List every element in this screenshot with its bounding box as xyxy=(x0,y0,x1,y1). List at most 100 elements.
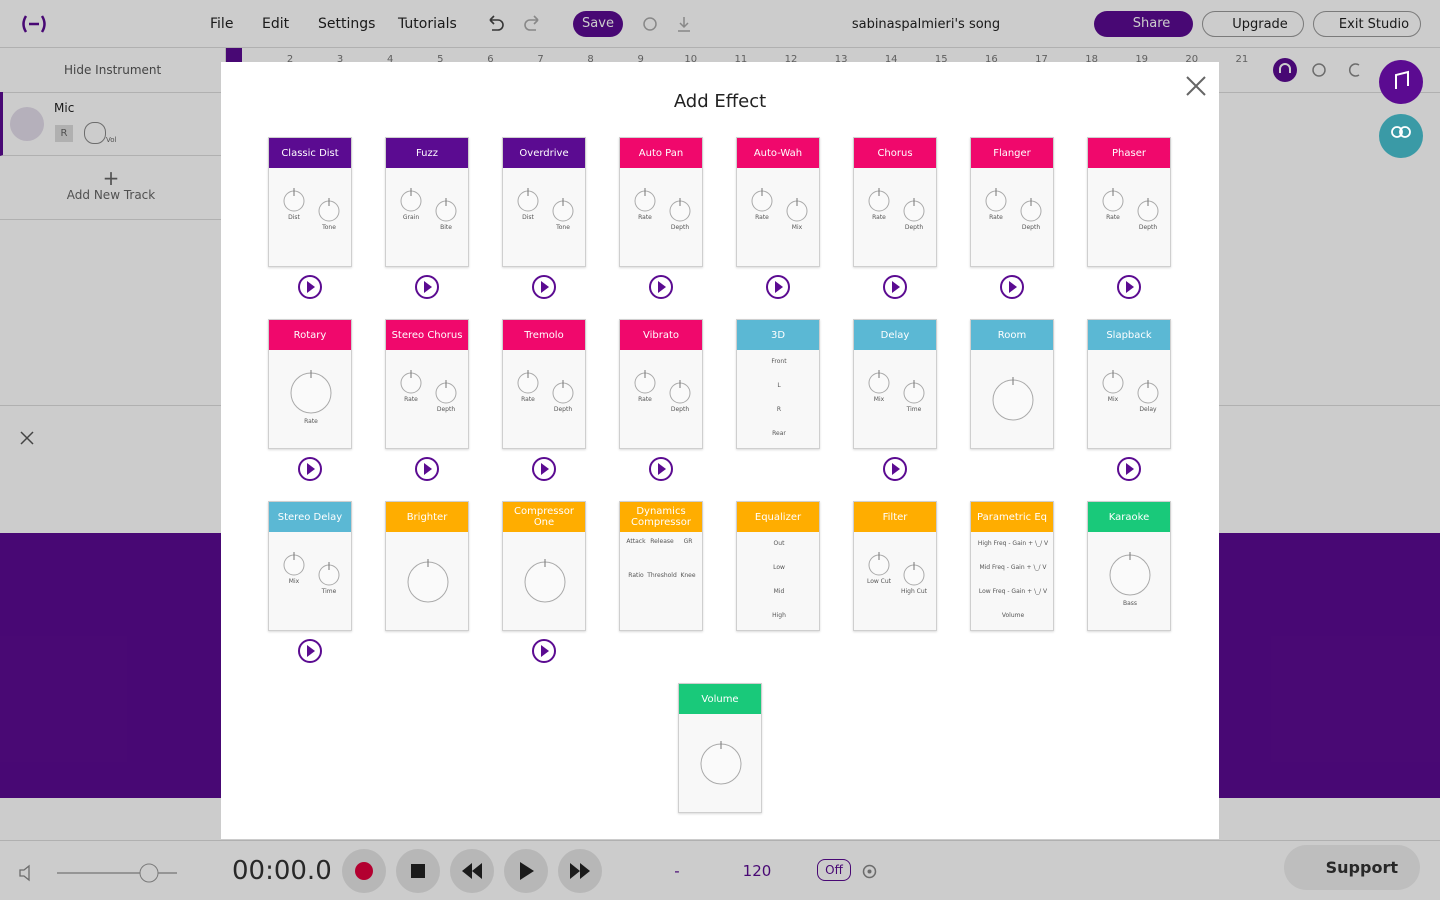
close-modal[interactable] xyxy=(1185,75,1207,97)
knob-label: Ratio xyxy=(628,572,644,579)
effect-card[interactable]: Compressor One xyxy=(502,501,586,631)
ruler-number: 18 xyxy=(1085,54,1098,65)
effect-card[interactable]: Vibrato Rate Depth xyxy=(619,319,703,449)
effect-card[interactable]: Slapback Mix Delay xyxy=(1087,319,1171,449)
effect-knobs xyxy=(283,188,340,222)
effect-card[interactable]: Karaoke Bass xyxy=(1087,501,1171,631)
track-row[interactable]: Mic R Vol xyxy=(0,92,225,156)
effect-card[interactable]: Flanger Rate Depth xyxy=(970,137,1054,267)
effect-name: Classic Dist xyxy=(269,138,351,168)
effect-card[interactable]: Room xyxy=(970,319,1054,449)
play-preview[interactable] xyxy=(531,456,557,482)
effect-card[interactable]: Dynamics Compressor Attack Release GR Ratio T… xyxy=(619,501,703,631)
effect-name: Karaoke xyxy=(1088,502,1170,532)
effect-card[interactable]: Parametric Eq High Freq - Gain + \_/ V Mid… xyxy=(970,501,1054,631)
knob-label: Knee xyxy=(680,572,696,579)
hide-instrument[interactable]: Hide Instrument xyxy=(64,63,162,77)
knob-label: Front xyxy=(771,358,787,365)
knob-label: Out xyxy=(773,540,785,547)
effect-name: Flanger xyxy=(971,138,1053,168)
play-preview[interactable] xyxy=(297,456,323,482)
play-preview[interactable] xyxy=(648,274,674,300)
effect-card[interactable]: Stereo Chorus Rate Depth xyxy=(385,319,469,449)
track-name[interactable]: Mic xyxy=(54,101,75,115)
record-arm[interactable]: R xyxy=(55,125,73,142)
effect-card[interactable]: Filter Low Cut High Cut xyxy=(853,501,937,631)
song-title[interactable]: sabinaspalmieri's song xyxy=(851,17,1001,32)
settings-icon[interactable] xyxy=(861,863,878,880)
ruler-number: 11 xyxy=(734,54,748,65)
support-button[interactable]: Support xyxy=(1284,845,1420,890)
menu-item[interactable]: Edit xyxy=(262,16,290,32)
playhead[interactable] xyxy=(226,48,242,66)
exit-button[interactable]: Exit Studio xyxy=(1313,11,1421,37)
play-preview[interactable] xyxy=(531,274,557,300)
effect-card[interactable]: Volume xyxy=(678,683,762,813)
key-display[interactable]: - xyxy=(674,862,680,880)
effect-card[interactable]: Fuzz Grain Bite xyxy=(385,137,469,267)
play-preview[interactable] xyxy=(999,274,1025,300)
play-preview[interactable] xyxy=(414,274,440,300)
play-preview[interactable] xyxy=(531,638,557,664)
undo-redo[interactable] xyxy=(486,14,546,34)
knob-label: Dist xyxy=(522,214,534,221)
volume-knob[interactable] xyxy=(84,122,106,144)
menu-item[interactable]: Settings xyxy=(318,16,376,32)
effect-card[interactable]: Auto-Wah Rate Mix xyxy=(736,137,820,267)
menu-item[interactable]: Tutorials xyxy=(398,16,457,32)
time-display: 00:00.0 xyxy=(232,856,332,886)
effect-card[interactable]: Tremolo Rate Depth xyxy=(502,319,586,449)
knob xyxy=(407,561,449,603)
play-preview[interactable] xyxy=(1116,274,1142,300)
knob-label: Rate xyxy=(638,214,652,221)
logo[interactable] xyxy=(20,14,48,34)
ruler-number: 20 xyxy=(1185,54,1199,65)
play-icon xyxy=(541,645,549,657)
effect-card[interactable]: 3D Front L R Rear xyxy=(736,319,820,449)
knob-label: Volume xyxy=(1001,612,1025,619)
play-preview[interactable] xyxy=(765,274,791,300)
tempo-display[interactable]: 120 xyxy=(742,862,772,880)
add-track[interactable]: + Add New Track xyxy=(0,156,222,220)
effect-card[interactable]: Brighter xyxy=(385,501,469,631)
menu-item[interactable]: File xyxy=(210,16,234,32)
play-preview[interactable] xyxy=(297,274,323,300)
effect-name: Brighter xyxy=(386,502,468,532)
knob-label: Rate xyxy=(755,214,769,221)
ruler-number: 4 xyxy=(387,54,394,65)
share-button[interactable]: Share xyxy=(1094,11,1193,37)
play-preview[interactable] xyxy=(648,456,674,482)
close-panel[interactable] xyxy=(20,431,34,445)
transport-controls[interactable] xyxy=(340,848,606,894)
effect-card[interactable]: Classic Dist Dist Tone xyxy=(268,137,352,267)
play-preview[interactable] xyxy=(1116,456,1142,482)
effect-knobs xyxy=(634,370,691,404)
floating-buttons[interactable] xyxy=(1378,59,1424,161)
play-preview[interactable] xyxy=(882,456,908,482)
effect-card[interactable]: Delay Mix Time xyxy=(853,319,937,449)
upgrade-button[interactable]: Upgrade xyxy=(1202,11,1304,37)
effect-knobs xyxy=(985,188,1042,222)
play-preview[interactable] xyxy=(414,456,440,482)
effect-card[interactable]: Stereo Delay Mix Time xyxy=(268,501,352,631)
play-preview[interactable] xyxy=(882,274,908,300)
effect-card[interactable]: Rotary Rate xyxy=(268,319,352,449)
effect-name: Delay xyxy=(854,320,936,350)
play-preview[interactable] xyxy=(297,638,323,664)
knob-label: R xyxy=(776,406,782,413)
master-volume[interactable] xyxy=(18,863,183,883)
timeline-tools[interactable] xyxy=(1272,57,1372,83)
metronome-toggle[interactable]: Off xyxy=(817,859,851,881)
loop-download[interactable] xyxy=(640,14,696,34)
knob-label: High Cut xyxy=(900,588,928,595)
save-button[interactable]: Save xyxy=(573,11,623,37)
play-icon xyxy=(1126,281,1134,293)
effect-card[interactable]: Equalizer Out Low Mid High xyxy=(736,501,820,631)
effect-card[interactable]: Phaser Rate Depth xyxy=(1087,137,1171,267)
effect-name: Stereo Delay xyxy=(269,502,351,532)
effect-card[interactable]: Overdrive Dist Tone xyxy=(502,137,586,267)
effect-card[interactable]: Chorus Rate Depth xyxy=(853,137,937,267)
effect-knobs xyxy=(524,559,566,603)
effect-card[interactable]: Auto Pan Rate Depth xyxy=(619,137,703,267)
knob-label: Depth xyxy=(436,406,456,413)
